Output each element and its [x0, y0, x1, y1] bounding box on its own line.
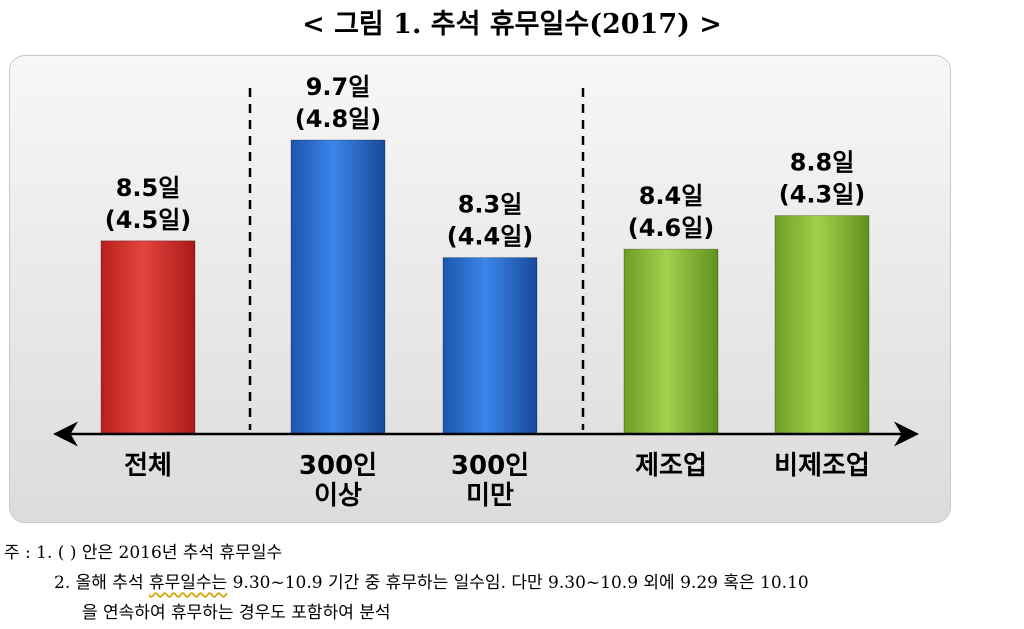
bar-2016-value-label: (4.4일): [447, 223, 534, 251]
bar-value-label: 8.3일: [458, 191, 523, 219]
footnotes: 주 : 1. ( ) 안은 2016년 추석 휴무일수 2. 올해 추석 휴무일…: [4, 538, 1020, 628]
bar-4: [623, 248, 719, 435]
category-label: 300인: [299, 451, 377, 481]
category-label: 미만: [466, 481, 514, 511]
bar-value-label: 8.8일: [790, 149, 855, 177]
footnote-1: 주 : 1. ( ) 안은 2016년 추석 휴무일수: [4, 543, 283, 563]
bar-2016-value-label: (4.8일): [295, 105, 382, 133]
bar-2: [290, 139, 386, 435]
footnote-2-cont: 을 연속하여 휴무하는 경우도 포함하여 분석: [82, 603, 391, 623]
category-label: 제조업: [635, 451, 707, 481]
category-label: 이상: [314, 481, 362, 511]
bar-2016-value-label: (4.6일): [628, 214, 715, 242]
bar-value-label: 9.7일: [306, 73, 371, 101]
category-label: 전체: [124, 451, 172, 481]
bar-value-label: 8.4일: [639, 182, 704, 210]
bar-2016-value-label: (4.5일): [105, 206, 192, 234]
category-label: 300인: [451, 451, 529, 481]
bar-value-label: 8.5일: [116, 174, 181, 202]
bar-2016-value-label: (4.3일): [779, 181, 866, 209]
bar-5: [774, 215, 870, 435]
category-label: 비제조업: [774, 451, 870, 481]
spellcheck-underlined-word: 휴무일수는: [149, 573, 228, 593]
bar-1: [100, 240, 196, 435]
bar-3: [442, 257, 538, 435]
figure-title: < 그림 1. 추석 휴무일수(2017) >: [302, 9, 722, 40]
footnote-2: 2. 올해 추석 휴무일수는 9.30~10.9 기간 중 휴무하는 일수임. …: [54, 573, 809, 593]
